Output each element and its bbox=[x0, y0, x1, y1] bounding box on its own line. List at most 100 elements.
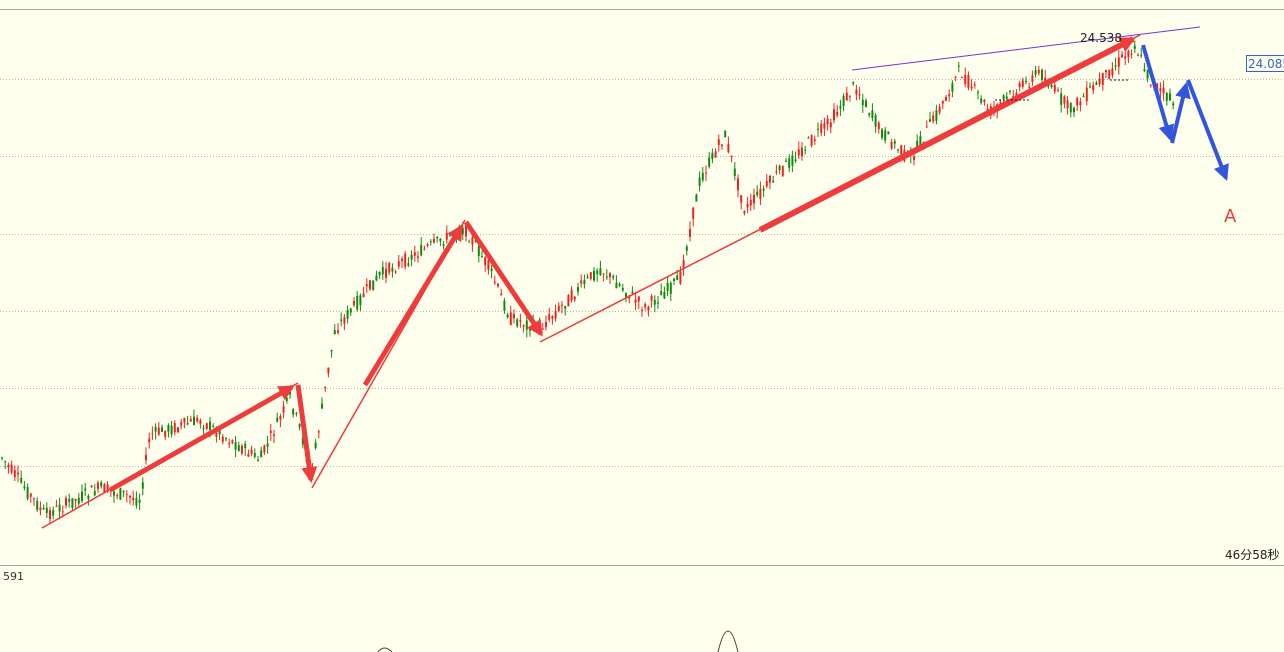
candle-body bbox=[1117, 57, 1120, 67]
candle-body bbox=[250, 449, 253, 454]
candle-body bbox=[90, 485, 93, 488]
candle-body bbox=[823, 123, 826, 129]
candle-body bbox=[647, 306, 650, 311]
candle-body bbox=[359, 295, 362, 306]
candle-body bbox=[234, 442, 237, 450]
candle-body bbox=[369, 280, 371, 290]
trend-line bbox=[851, 26, 1201, 71]
candle-body bbox=[68, 499, 71, 502]
candle-body bbox=[1140, 54, 1143, 56]
candle-body bbox=[148, 438, 151, 443]
candle-body bbox=[775, 171, 778, 173]
candle-body bbox=[327, 367, 330, 374]
candle-body bbox=[1076, 97, 1079, 106]
candle-body bbox=[372, 280, 375, 291]
arrow bbox=[295, 384, 318, 484]
candle-body bbox=[730, 155, 733, 157]
candle-body bbox=[516, 319, 519, 327]
candle-body bbox=[397, 261, 400, 267]
candle-body bbox=[807, 137, 810, 139]
candle-body bbox=[669, 282, 672, 294]
candle-body bbox=[769, 175, 771, 183]
candle-body bbox=[154, 427, 157, 432]
arrow bbox=[362, 224, 464, 387]
candle-body bbox=[954, 76, 957, 78]
candle-body bbox=[660, 291, 663, 296]
candle-body bbox=[692, 207, 695, 219]
candle-body bbox=[1108, 69, 1111, 79]
candle-body bbox=[401, 258, 403, 261]
candle-body bbox=[685, 246, 688, 251]
candle-body bbox=[17, 472, 19, 475]
candle-body bbox=[957, 65, 960, 67]
candle-body bbox=[653, 299, 656, 305]
candle-body bbox=[778, 165, 781, 171]
candle-body bbox=[1137, 55, 1139, 57]
candle-body bbox=[1025, 81, 1027, 83]
candle-body bbox=[132, 497, 135, 501]
candle-body bbox=[279, 416, 282, 420]
candle-body bbox=[519, 320, 522, 322]
candle-body bbox=[321, 403, 323, 409]
annotations bbox=[41, 26, 1229, 529]
candle-body bbox=[74, 499, 77, 502]
candle-body bbox=[4, 461, 7, 463]
candle-body bbox=[481, 256, 483, 258]
candle-body bbox=[1114, 65, 1117, 67]
candle-body bbox=[490, 268, 493, 272]
candle-body bbox=[845, 92, 848, 101]
candle-body bbox=[717, 139, 720, 146]
candle-body bbox=[1037, 69, 1040, 74]
candle-body bbox=[801, 147, 803, 157]
candle-body bbox=[839, 105, 842, 109]
candle-body bbox=[362, 293, 365, 297]
candle-body bbox=[666, 282, 669, 292]
candle-body bbox=[890, 141, 893, 149]
candle-body bbox=[506, 314, 509, 318]
candle-body bbox=[324, 386, 327, 389]
candle-body bbox=[84, 488, 87, 491]
arrow bbox=[1141, 44, 1175, 142]
candle-body bbox=[122, 490, 125, 493]
candle-body bbox=[65, 498, 67, 506]
candle-body bbox=[522, 325, 525, 327]
candle-body bbox=[1172, 103, 1175, 106]
candle-body bbox=[266, 443, 269, 447]
candle-body bbox=[1028, 86, 1031, 88]
candle-body bbox=[193, 416, 195, 425]
candle-body bbox=[1143, 69, 1146, 72]
candle-body bbox=[180, 422, 183, 426]
candle-body bbox=[81, 491, 83, 501]
candle-body bbox=[948, 94, 951, 97]
candle-body bbox=[493, 281, 496, 283]
candle-body bbox=[967, 74, 970, 88]
candle-body bbox=[593, 270, 595, 281]
candle-body bbox=[577, 287, 579, 292]
candle-body bbox=[394, 271, 397, 273]
candle-body bbox=[980, 98, 983, 103]
candle-body bbox=[791, 155, 794, 166]
candle-body bbox=[570, 289, 573, 301]
candle-body bbox=[877, 122, 880, 130]
candle-body bbox=[375, 275, 378, 281]
candle-body bbox=[388, 262, 391, 273]
candle-body bbox=[641, 309, 643, 311]
candle-body bbox=[1073, 107, 1075, 113]
countdown: 46分58秒 bbox=[1225, 548, 1280, 562]
candle-body bbox=[202, 427, 205, 429]
candle-body bbox=[183, 418, 186, 423]
candle-body bbox=[868, 113, 871, 115]
candle-body bbox=[941, 100, 944, 104]
candle-body bbox=[465, 222, 467, 237]
candle-body bbox=[721, 144, 723, 147]
candle-body bbox=[439, 238, 442, 242]
candle-body bbox=[599, 268, 602, 276]
candle-body bbox=[964, 74, 967, 85]
candle-body bbox=[724, 130, 727, 138]
candle-body bbox=[145, 455, 147, 461]
candle-body bbox=[797, 149, 800, 156]
candle-body bbox=[167, 425, 170, 432]
candle-body bbox=[746, 203, 749, 208]
arrow bbox=[1186, 79, 1229, 181]
candle-body bbox=[61, 511, 64, 513]
